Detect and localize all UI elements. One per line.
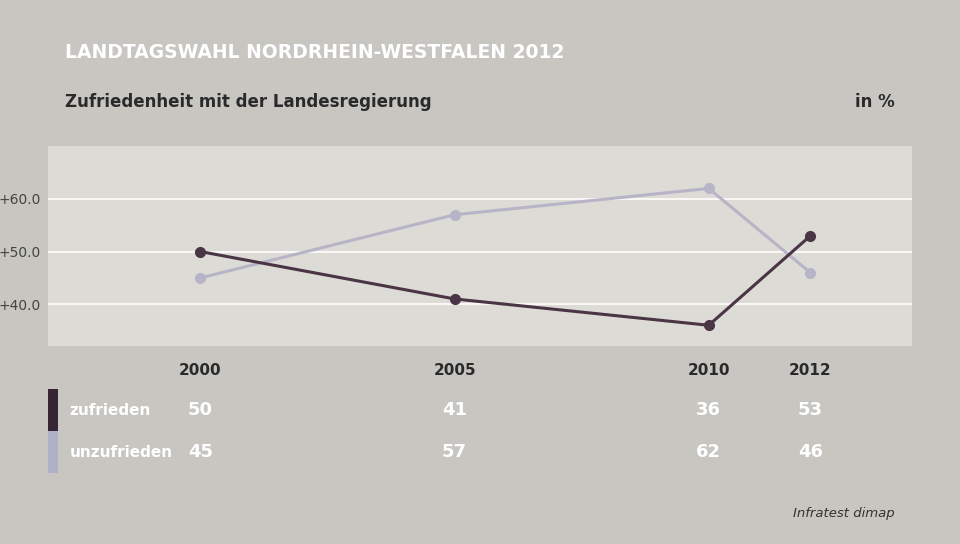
Text: 41: 41 [443,401,468,419]
Text: 2005: 2005 [433,363,476,378]
Text: 36: 36 [696,401,721,419]
Text: 45: 45 [188,443,213,461]
Text: Zufriedenheit mit der Landesregierung: Zufriedenheit mit der Landesregierung [65,94,432,112]
Text: LANDTAGSWAHL NORDRHEIN-WESTFALEN 2012: LANDTAGSWAHL NORDRHEIN-WESTFALEN 2012 [65,43,564,62]
Text: zufrieden: zufrieden [69,403,151,418]
Text: 2010: 2010 [687,363,730,378]
Text: 53: 53 [798,401,823,419]
Text: 2012: 2012 [789,363,831,378]
Text: Infratest dimap: Infratest dimap [793,508,895,521]
Text: in %: in % [855,94,895,112]
Text: 62: 62 [696,443,721,461]
Text: 57: 57 [443,443,468,461]
Text: 2000: 2000 [180,363,222,378]
Text: 50: 50 [188,401,213,419]
Text: 46: 46 [798,443,823,461]
Bar [48,431,59,473]
Bar [48,390,59,431]
Text: unzufrieden: unzufrieden [69,445,173,460]
